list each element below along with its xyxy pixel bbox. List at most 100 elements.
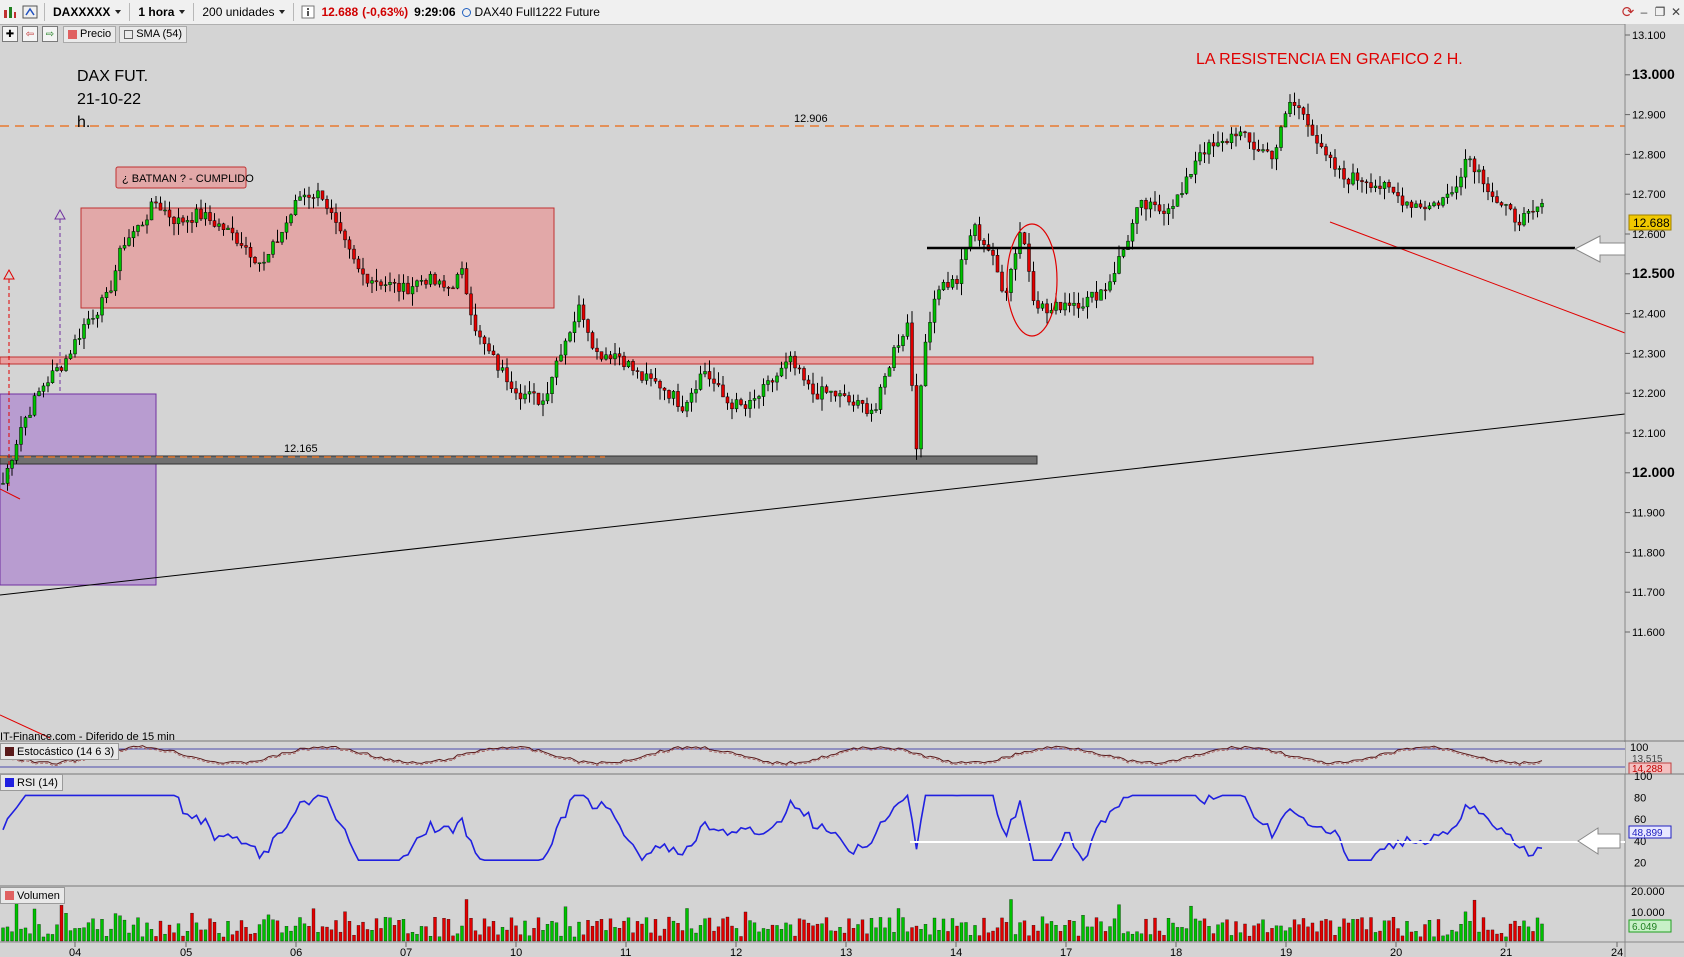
candle-down (595, 347, 599, 352)
volume-bar-up (298, 917, 302, 942)
x-tick-label: 12 (730, 947, 742, 957)
y-tick-label: 12.600 (1632, 229, 1666, 241)
volume-bar-down (154, 936, 158, 942)
restore-button[interactable]: ❐ (1654, 5, 1666, 19)
volume-bar-down (590, 925, 595, 942)
candle-up (559, 354, 563, 362)
candle-up (185, 220, 190, 223)
volume-bar-up (55, 924, 59, 942)
candle-up (577, 304, 581, 323)
remove-study-icon[interactable]: ⇦ (22, 26, 38, 42)
candle-up (941, 282, 946, 291)
chart-type-icon[interactable] (2, 4, 18, 20)
y-tick-label: 12.800 (1632, 149, 1666, 161)
volume-bar-up (5, 926, 10, 942)
volume-bar-up (1405, 921, 1409, 942)
x-tick-label: 06 (290, 947, 302, 957)
add-study-icon[interactable]: ⇨ (42, 26, 58, 42)
red-resistance-zone (80, 207, 555, 309)
expand-icon[interactable]: ✚ (2, 26, 18, 42)
volume-bar-down (536, 917, 541, 942)
candle-up (298, 196, 302, 201)
volume-bar-up (419, 926, 424, 942)
close-button[interactable]: ✕ (1670, 5, 1682, 19)
x-tick-label: 07 (400, 947, 412, 957)
draw-tools-icon[interactable] (22, 4, 38, 20)
rsi-line (2, 793, 1543, 862)
volume-bar-down (851, 928, 856, 942)
volume-bar-down (329, 929, 334, 942)
candle-up (1063, 302, 1067, 311)
candle-up (1238, 131, 1243, 137)
candle-up (568, 332, 572, 342)
volume-bar-up (788, 924, 793, 942)
candle-up (1009, 269, 1013, 293)
volume-bar-up (1220, 922, 1225, 942)
candle-down (1103, 289, 1108, 292)
candle-down (230, 227, 235, 234)
volume-bar-up (100, 919, 104, 942)
volume-bar-down (514, 925, 518, 942)
stoch-line (3, 745, 1543, 765)
volume-bar-down (338, 931, 343, 942)
candle-up (1535, 206, 1540, 212)
candle-up (838, 393, 842, 397)
volume-bar-down (833, 930, 838, 942)
minimize-button[interactable]: – (1640, 5, 1648, 19)
legend-sma-label: SMA (54) (136, 28, 183, 40)
symbol-dropdown[interactable]: DAXXXXX (49, 3, 125, 21)
candle-down (433, 273, 437, 285)
volume-bar-down (424, 926, 428, 942)
volume-bar-up (1535, 917, 1540, 942)
volume-bar-up (964, 922, 968, 942)
volume-bar-down (743, 911, 748, 942)
candle-up (761, 384, 766, 397)
volume-bar-down (635, 921, 640, 942)
red-support-band (0, 356, 1314, 365)
volume-bar-up (113, 913, 118, 942)
info-icon[interactable] (300, 4, 316, 20)
volume-bar-down (325, 926, 329, 942)
candle-down (320, 190, 325, 200)
candle-up (1135, 207, 1139, 224)
candle-up (1112, 273, 1117, 283)
volume-bar-down (1436, 919, 1441, 942)
candle-up (1405, 201, 1409, 206)
candle-down (167, 209, 172, 218)
legend-price[interactable]: Precio (63, 25, 117, 43)
rsi-last-value: 48,899 (1632, 828, 1663, 839)
candle-up (523, 393, 527, 400)
volume-bar-down (991, 930, 995, 942)
units-dropdown[interactable]: 200 unidades (198, 3, 289, 21)
candle-down (1301, 107, 1306, 115)
candle-up (86, 318, 91, 325)
chart-canvas[interactable]: DAX FUT. 21-10-22 h. ¿ BATMAN ? - CUMPLI… (0, 24, 1684, 957)
refresh-icon[interactable]: ⟳ (1621, 4, 1635, 21)
candle-up (905, 322, 910, 337)
volume-bar-down (1472, 899, 1477, 942)
volume-bar-up (1274, 925, 1279, 942)
volume-bar-down (167, 924, 172, 942)
volume-bar-up (1504, 936, 1508, 942)
x-tick-label: 05 (180, 947, 192, 957)
rsi-panel-label[interactable]: RSI (14) (0, 774, 63, 791)
volume-bar-up (32, 908, 37, 942)
volume-bar-down (473, 930, 478, 942)
volume-bar-up (203, 929, 208, 942)
volume-bar-up (415, 934, 419, 942)
volume-bar-up (262, 919, 266, 942)
candle-up (415, 280, 419, 287)
candle-down (707, 371, 712, 380)
volume-bar-down (1355, 919, 1360, 942)
volume-bar-down (442, 918, 446, 942)
timeframe-dropdown[interactable]: 1 hora (134, 3, 189, 21)
volume-panel-label[interactable]: Volumen (0, 887, 65, 904)
candle-up (203, 212, 208, 220)
candle-down (478, 330, 482, 338)
stoch-panel-label[interactable]: Estocástico (14 6 3) (0, 743, 120, 760)
legend-sma[interactable]: SMA (54) (119, 25, 188, 43)
volume-bar-down (496, 934, 500, 942)
volume-bar-up (932, 917, 937, 942)
volume-bar-up (779, 929, 784, 942)
volume-bar-up (694, 932, 698, 942)
